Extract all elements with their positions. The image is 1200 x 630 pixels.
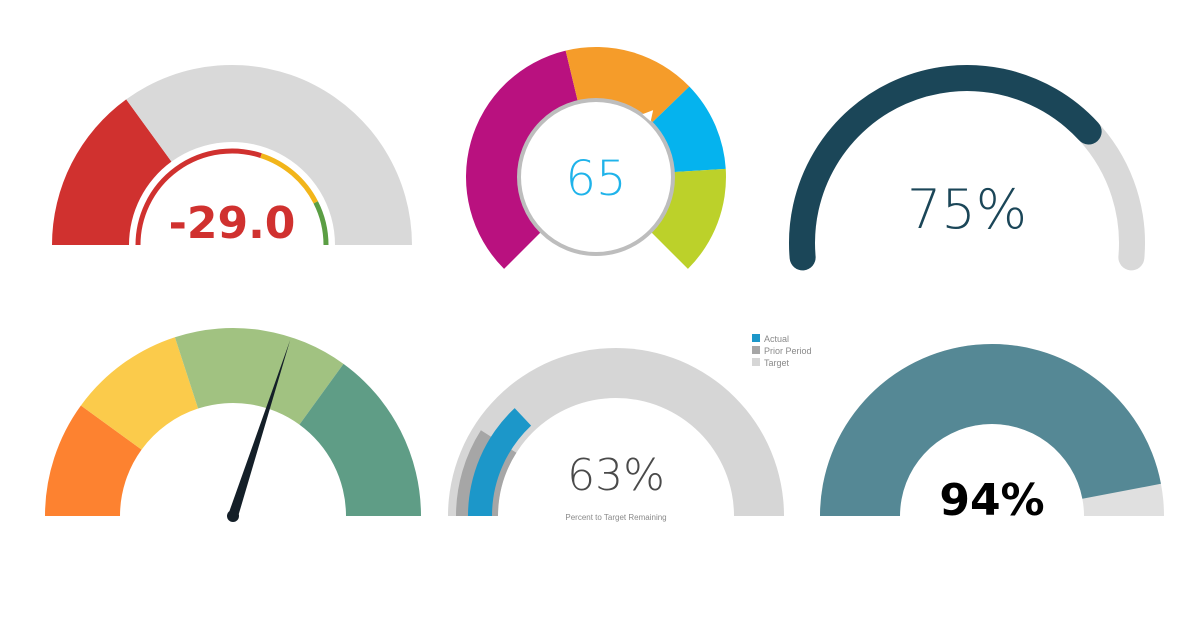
gauge-2-center-disc	[517, 98, 675, 256]
legend-label-target: Target	[764, 358, 790, 368]
gauge-1-indicator-arc	[135, 148, 329, 246]
gauge-2-value: 65	[565, 151, 626, 207]
gauge-1-indicator-segment-0	[135, 148, 262, 246]
gauge-2-pointer	[642, 110, 654, 122]
gauge-4-segments	[45, 328, 421, 516]
gauge-1: -29.0	[52, 65, 412, 249]
gauge-1-indicator-segment-1	[260, 153, 318, 204]
gauge-4	[45, 328, 421, 522]
gauge-3: 75%	[789, 64, 1145, 271]
gauge-6-value: 94%	[939, 475, 1044, 526]
gauge-5-caption: Percent to Target Remaining	[565, 513, 666, 522]
gauge-1-indicator-segment-2	[313, 201, 329, 246]
legend-swatch-actual	[752, 334, 760, 342]
gauge-5-target-arc	[448, 348, 784, 516]
gauge-6-fill	[820, 344, 1161, 516]
gauge-5-legend: Actual Prior Period Target	[752, 334, 812, 368]
gauge-5: 63% Percent to Target Remaining Actual P…	[448, 334, 812, 522]
gauge-1-range-arc	[52, 65, 412, 245]
gauge-4-segment-1	[80, 337, 199, 450]
gauge-6: 94%	[820, 344, 1164, 526]
gauge-4-needle	[228, 340, 291, 518]
gauge-2-segment-3	[649, 168, 726, 269]
gauge-1-value: -29.0	[169, 198, 296, 249]
gauge-2-segment-1	[565, 47, 690, 125]
legend-label-prior-period: Prior Period	[764, 346, 812, 356]
gauge-3-value: 75%	[907, 178, 1027, 241]
gauge-1-range-segment-1	[126, 65, 412, 245]
legend-swatch-target	[752, 358, 760, 366]
gauge-5-actual-arc	[468, 408, 532, 516]
gauge-4-segment-3	[299, 363, 421, 516]
gauge-5-value: 63%	[567, 450, 665, 501]
gauge-4-needle-hub	[227, 510, 239, 522]
gauge-2: 65	[465, 47, 726, 269]
gauge-4-segment-2	[174, 328, 344, 425]
gauge-4-segment-0	[45, 405, 142, 516]
legend-label-actual: Actual	[764, 334, 789, 344]
gauge-1-range-segment-0	[52, 99, 172, 245]
gauge-3-fill	[789, 65, 1102, 271]
legend-swatch-prior-period	[752, 346, 760, 354]
